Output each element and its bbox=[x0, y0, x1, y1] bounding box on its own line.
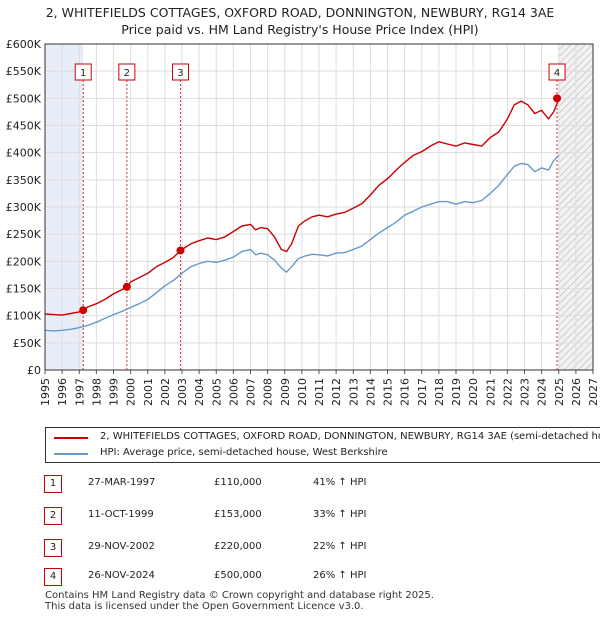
y-tick-label: £450K bbox=[6, 120, 42, 133]
sale-price: £220,000 bbox=[214, 541, 262, 552]
x-tick-label: 2023 bbox=[519, 378, 532, 406]
sale-hpi-change: 33% ↑ HPI bbox=[313, 509, 367, 520]
x-tick-label: 2022 bbox=[501, 378, 514, 406]
y-tick-label: £600K bbox=[6, 38, 42, 51]
sale-row: 3 29-NOV-2002 £220,000 22% ↑ HPI bbox=[0, 536, 600, 560]
chart-title: 2, WHITEFIELDS COTTAGES, OXFORD ROAD, DO… bbox=[0, 4, 600, 38]
sale-hpi-change: 41% ↑ HPI bbox=[313, 477, 367, 488]
x-tick-label: 2021 bbox=[484, 378, 497, 406]
y-tick-label: £350K bbox=[6, 174, 42, 187]
x-tick-label: 2005 bbox=[210, 378, 223, 406]
x-tick-label: 2016 bbox=[399, 378, 412, 406]
x-tick-label: 2014 bbox=[364, 378, 377, 406]
sale-number-badge: 2 bbox=[44, 507, 62, 525]
sale-date: 11-OCT-1999 bbox=[88, 509, 154, 520]
title-line-1: 2, WHITEFIELDS COTTAGES, OXFORD ROAD, DO… bbox=[45, 5, 555, 20]
y-tick-label: £50K bbox=[13, 337, 42, 350]
footer-copyright: Contains HM Land Registry data © Crown c… bbox=[45, 590, 434, 601]
y-tick-label: £150K bbox=[6, 283, 42, 296]
legend-swatch-hpi bbox=[54, 453, 88, 455]
sale-number-badge: 4 bbox=[44, 568, 62, 586]
y-tick-label: £250K bbox=[6, 228, 42, 241]
x-tick-label: 2017 bbox=[416, 378, 429, 406]
x-tick-label: 1997 bbox=[73, 378, 86, 406]
sale-badge-label: 4 bbox=[554, 68, 560, 79]
x-tick-label: 2009 bbox=[279, 378, 292, 406]
x-tick-label: 1995 bbox=[39, 378, 52, 406]
sale-point bbox=[79, 306, 88, 315]
sale-price: £153,000 bbox=[214, 509, 262, 520]
sale-point bbox=[176, 246, 185, 255]
footer-licence: This data is licensed under the Open Gov… bbox=[45, 601, 364, 612]
sale-hpi-change: 22% ↑ HPI bbox=[313, 541, 367, 552]
title-line-2: Price paid vs. HM Land Registry's House … bbox=[121, 22, 479, 37]
x-tick-label: 2015 bbox=[382, 378, 395, 406]
legend: 2, WHITEFIELDS COTTAGES, OXFORD ROAD, DO… bbox=[45, 427, 600, 463]
y-tick-label: £550K bbox=[6, 65, 42, 78]
sale-row: 4 26-NOV-2024 £500,000 26% ↑ HPI bbox=[0, 565, 600, 589]
sale-badge-label: 2 bbox=[124, 68, 130, 79]
sale-date: 27-MAR-1997 bbox=[88, 477, 156, 488]
x-tick-label: 2026 bbox=[570, 378, 583, 406]
price-chart: £0 £50K £100K £150K £200K £250K £300K £350K £400… bbox=[6, 38, 600, 406]
x-tick-label: 2001 bbox=[142, 378, 155, 406]
sale-point bbox=[553, 94, 562, 103]
sale-badge-box bbox=[548, 63, 566, 81]
x-tick-label: 2027 bbox=[587, 378, 600, 406]
x-tick-label: 2006 bbox=[227, 378, 240, 406]
sale-badge-label: 3 bbox=[177, 68, 183, 79]
x-tick-label: 2013 bbox=[347, 378, 360, 406]
x-tick-label: 2010 bbox=[296, 378, 309, 406]
hpi-series-line bbox=[44, 154, 560, 332]
x-tick-label: 2004 bbox=[193, 378, 206, 406]
sale-date: 26-NOV-2024 bbox=[88, 570, 155, 581]
y-tick-label: £200K bbox=[6, 255, 42, 268]
y-tick-label: £500K bbox=[6, 92, 42, 105]
x-tick-label: 2024 bbox=[536, 378, 549, 406]
sale-row: 2 11-OCT-1999 £153,000 33% ↑ HPI bbox=[0, 504, 600, 528]
x-tick-label: 2019 bbox=[450, 378, 463, 406]
sale-badge-box bbox=[118, 63, 136, 81]
x-tick-label: 2007 bbox=[245, 378, 258, 406]
y-tick-label: £100K bbox=[6, 310, 42, 323]
x-tick-label: 2002 bbox=[159, 378, 172, 406]
y-tick-label: £0 bbox=[27, 364, 41, 377]
x-tick-label: 2020 bbox=[467, 378, 480, 406]
x-tick-label: 2011 bbox=[313, 378, 326, 406]
sale-number-badge: 1 bbox=[44, 475, 62, 493]
sale-price: £110,000 bbox=[214, 477, 262, 488]
sale-number-badge: 3 bbox=[44, 539, 62, 557]
legend-label-hpi: HPI: Average price, semi-detached house,… bbox=[100, 447, 388, 458]
x-tick-label: 1996 bbox=[56, 378, 69, 406]
plot-frame bbox=[44, 43, 594, 371]
x-tick-label: 1999 bbox=[108, 378, 121, 406]
footer: Contains HM Land Registry data © Crown c… bbox=[45, 590, 434, 612]
sale-badge-box bbox=[74, 63, 92, 81]
x-tick-label: 2018 bbox=[433, 378, 446, 406]
sale-hpi-change: 26% ↑ HPI bbox=[313, 570, 367, 581]
y-tick-label: £400K bbox=[6, 147, 42, 160]
x-tick-label: 2000 bbox=[125, 378, 138, 406]
legend-label-property: 2, WHITEFIELDS COTTAGES, OXFORD ROAD, DO… bbox=[100, 431, 600, 442]
sale-badge-box bbox=[171, 63, 189, 81]
sale-badge-label: 1 bbox=[80, 68, 86, 79]
sale-point bbox=[122, 282, 131, 291]
sale-row: 1 27-MAR-1997 £110,000 41% ↑ HPI bbox=[0, 472, 600, 496]
y-tick-label: £300K bbox=[6, 201, 42, 214]
sale-price: £500,000 bbox=[214, 570, 262, 581]
x-tick-label: 2012 bbox=[330, 378, 343, 406]
x-tick-label: 2003 bbox=[176, 378, 189, 406]
x-tick-label: 2025 bbox=[553, 378, 566, 406]
sale-date: 29-NOV-2002 bbox=[88, 541, 155, 552]
x-tick-label: 1998 bbox=[90, 378, 103, 406]
x-tick-label: 2008 bbox=[262, 378, 275, 406]
legend-swatch-property bbox=[54, 437, 88, 439]
